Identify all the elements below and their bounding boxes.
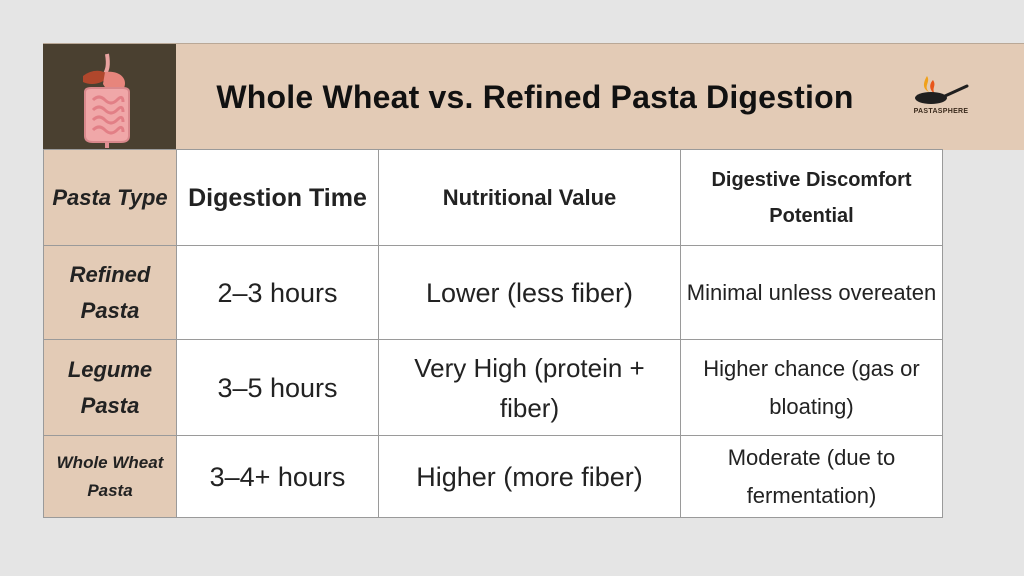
- row-digestion-time: 3–4+ hours: [176, 435, 379, 518]
- table-row: Whole Wheat Pasta 3–4+ hours Higher (mor…: [43, 435, 943, 518]
- digestive-system-icon: [83, 53, 130, 148]
- header-pasta-type: Pasta Type: [43, 149, 177, 246]
- icon-panel: [43, 44, 176, 150]
- comparison-table: Pasta Type Digestion Time Nutritional Va…: [43, 149, 943, 518]
- row-digestion-time: 2–3 hours: [176, 245, 379, 340]
- row-pasta-type: Refined Pasta: [43, 245, 177, 340]
- row-nutritional-value: Lower (less fiber): [378, 245, 681, 340]
- header-nutritional-value: Nutritional Value: [378, 149, 681, 246]
- brand-name: PASTASPHERE: [913, 108, 969, 115]
- row-pasta-type: Legume Pasta: [43, 339, 177, 436]
- table-row: Refined Pasta 2–3 hours Lower (less fibe…: [43, 245, 943, 340]
- row-pasta-type: Whole Wheat Pasta: [43, 435, 177, 518]
- frying-pan-flame-icon: [915, 76, 969, 104]
- header-digestion-time: Digestion Time: [176, 149, 379, 246]
- comparison-card: Whole Wheat vs. Refined Pasta Digestion …: [43, 43, 1024, 519]
- row-digestion-time: 3–5 hours: [176, 339, 379, 436]
- row-discomfort: Minimal unless overeaten: [680, 245, 943, 340]
- page-title: Whole Wheat vs. Refined Pasta Digestion: [216, 78, 854, 115]
- table-header-row: Pasta Type Digestion Time Nutritional Va…: [43, 149, 943, 246]
- row-discomfort: Higher chance (gas or bloating): [680, 339, 943, 436]
- header-discomfort: Digestive Discomfort Potential: [680, 149, 943, 246]
- row-nutritional-value: Higher (more fiber): [378, 435, 681, 518]
- header-bar: Whole Wheat vs. Refined Pasta Digestion …: [43, 43, 1024, 150]
- row-discomfort: Moderate (due to fermentation): [680, 435, 943, 518]
- row-nutritional-value: Very High (protein + fiber): [378, 339, 681, 436]
- brand-logo: PASTASPHERE: [911, 72, 971, 128]
- table-row: Legume Pasta 3–5 hours Very High (protei…: [43, 339, 943, 436]
